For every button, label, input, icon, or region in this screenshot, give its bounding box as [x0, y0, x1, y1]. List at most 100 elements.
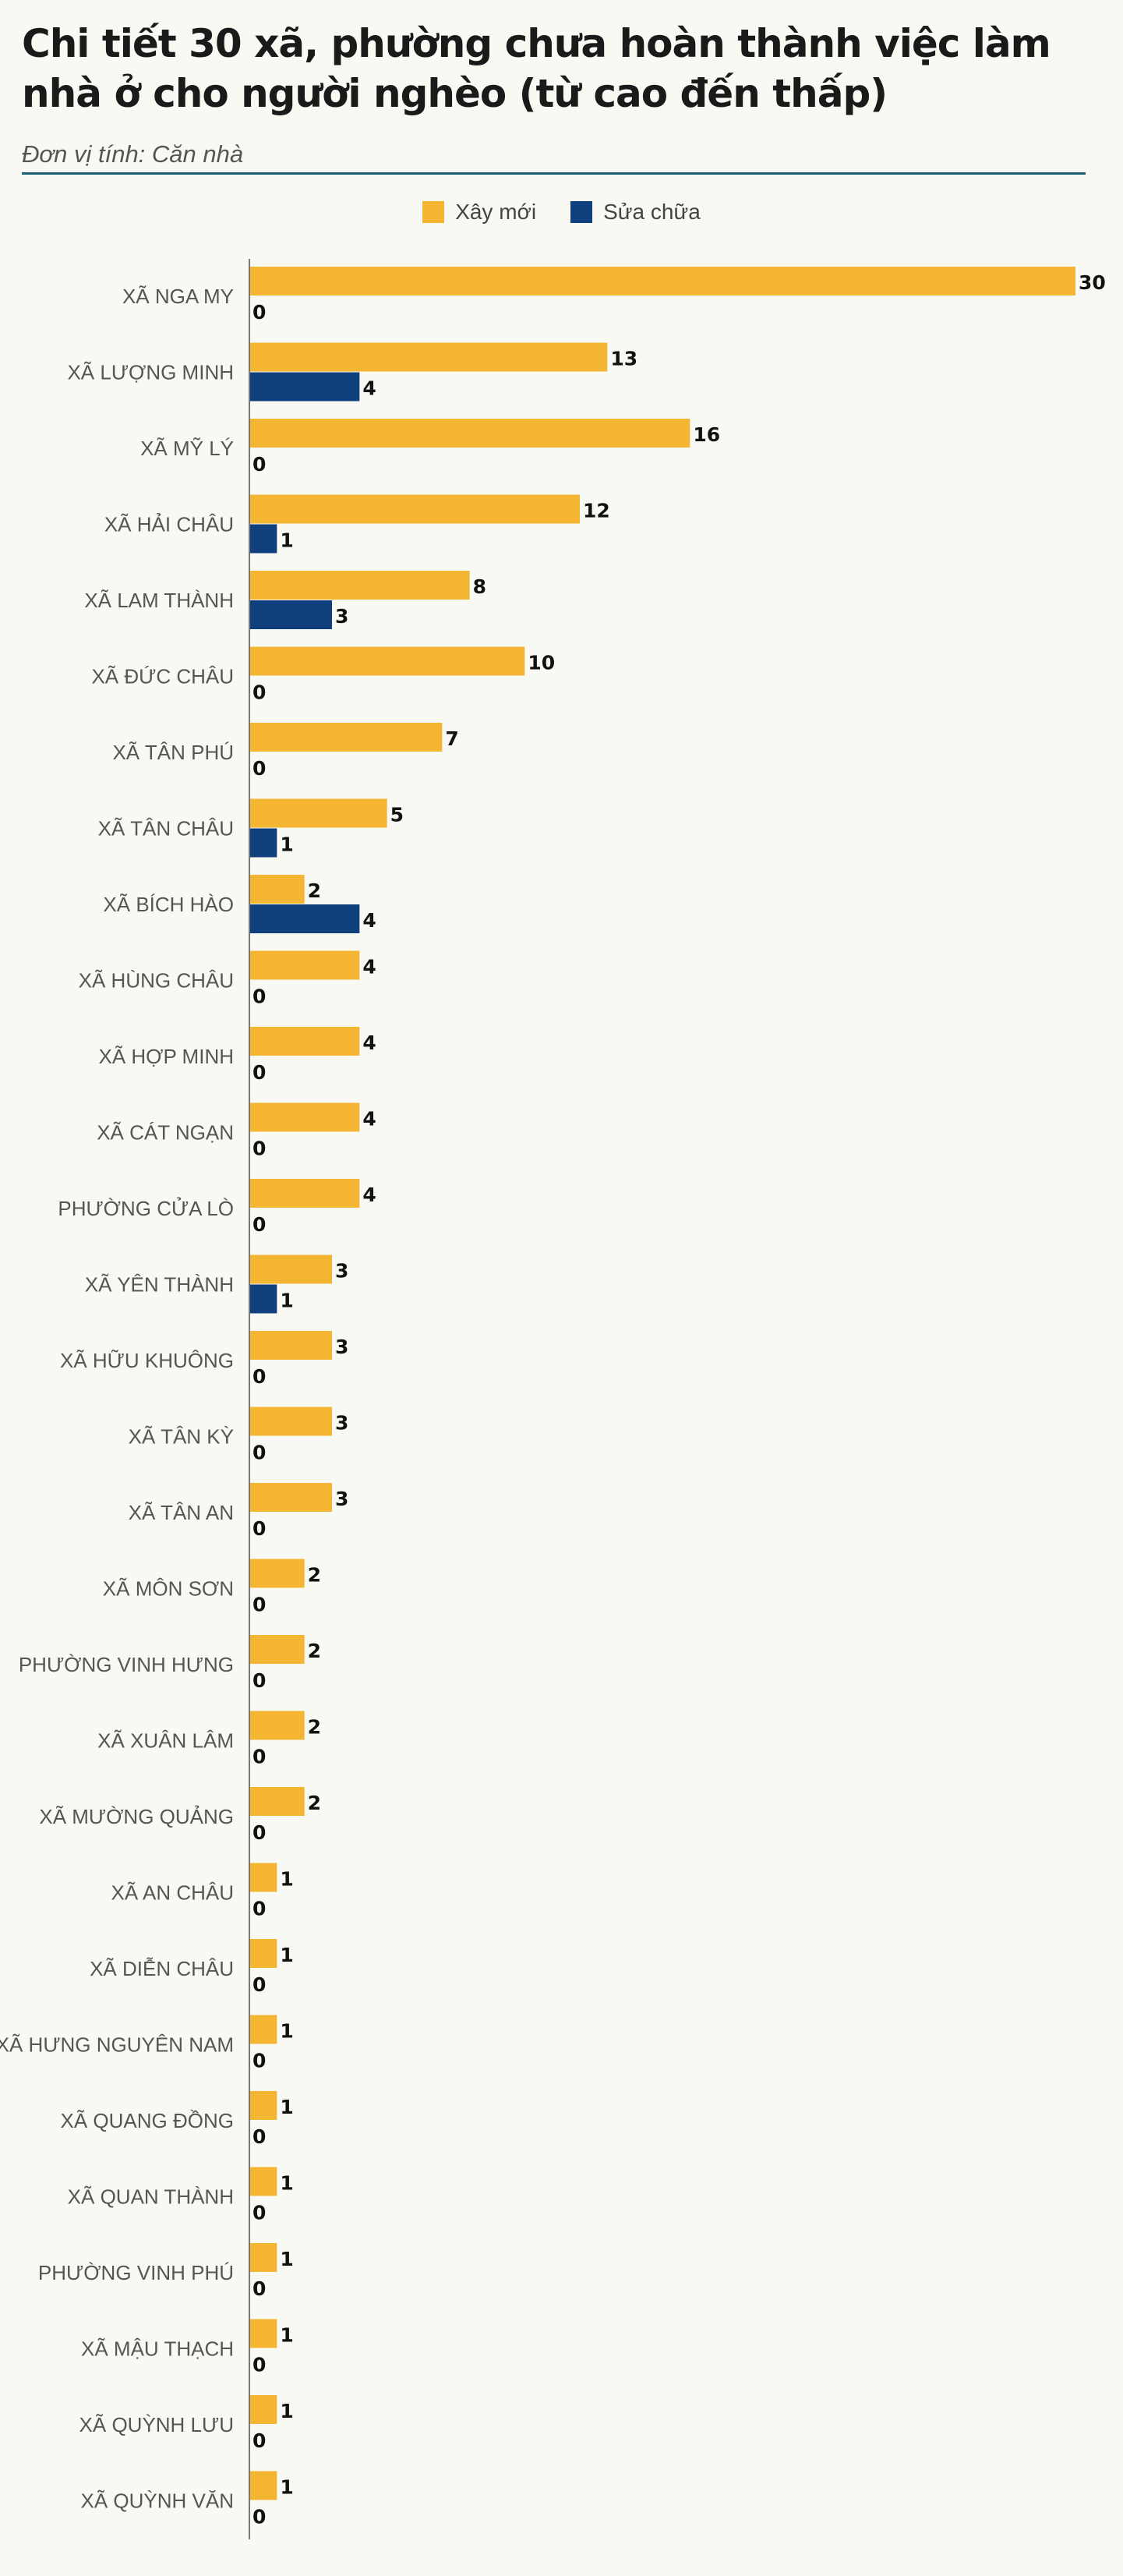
bar-xay-moi	[249, 2395, 277, 2424]
bar-sua-chua	[249, 600, 332, 629]
bar-sua-chua	[249, 904, 360, 933]
bar-xay-moi	[249, 1179, 360, 1208]
data-label-xay-moi: 1	[280, 2476, 293, 2499]
legend-item-repair[interactable]: Sửa chữa	[570, 200, 701, 225]
bar-xay-moi	[249, 1635, 305, 1664]
data-label-sua-chua: 1	[280, 1290, 293, 1312]
bar-xay-moi	[249, 2243, 277, 2272]
bar-sua-chua	[249, 524, 277, 554]
category-label: XÃ MỸ LÝ	[140, 437, 234, 460]
data-label-xay-moi: 13	[610, 348, 637, 370]
legend-item-new[interactable]: Xây mới	[422, 200, 536, 225]
data-label-xay-moi: 3	[335, 1336, 348, 1358]
category-label: XÃ YÊN THÀNH	[85, 1273, 234, 1297]
bar-xay-moi	[249, 1027, 360, 1056]
data-label-sua-chua: 0	[252, 2277, 266, 2300]
category-label: XÃ MÔN SƠN	[103, 1577, 234, 1601]
data-label-xay-moi: 5	[390, 804, 404, 826]
category-label: XÃ HÙNG CHÂU	[79, 969, 234, 993]
legend-swatch-new	[422, 201, 445, 223]
category-label: PHƯỜNG CỬA LÒ	[58, 1196, 234, 1220]
data-label-sua-chua: 0	[252, 1138, 266, 1160]
data-label-xay-moi: 3	[335, 1412, 348, 1435]
data-label-xay-moi: 7	[445, 727, 458, 750]
data-label-sua-chua: 4	[362, 909, 376, 932]
category-label: XÃ HỮU KHUÔNG	[60, 1349, 234, 1372]
bar-xay-moi	[249, 342, 608, 372]
category-label: XÃ XUÂN LÂM	[97, 1729, 234, 1753]
category-label: XÃ CÁT NGẠN	[97, 1121, 234, 1145]
bar-xay-moi	[249, 2319, 277, 2348]
data-label-sua-chua: 0	[252, 2050, 266, 2072]
category-label: XÃ QUAN THÀNH	[68, 2185, 234, 2209]
data-label-xay-moi: 30	[1079, 271, 1106, 294]
category-label: XÃ ĐỨC CHÂU	[91, 665, 234, 688]
data-label-sua-chua: 0	[252, 1594, 266, 1616]
category-label: XÃ LƯỢNG MINH	[67, 361, 234, 384]
data-label-sua-chua: 0	[252, 1365, 266, 1388]
bar-xay-moi	[249, 1407, 332, 1436]
data-label-sua-chua: 0	[252, 1821, 266, 1844]
data-label-xay-moi: 1	[280, 1868, 293, 1891]
data-label-xay-moi: 2	[308, 1792, 321, 1814]
data-label-xay-moi: 4	[362, 956, 376, 978]
data-label-sua-chua: 0	[252, 2125, 266, 2148]
data-label-sua-chua: 0	[252, 1442, 266, 1464]
data-label-xay-moi: 2	[308, 879, 321, 902]
category-label: XÃ BÍCH HÀO	[103, 893, 234, 916]
data-label-xay-moi: 16	[693, 423, 720, 446]
category-label: XÃ QUỲNH VĂN	[81, 2489, 235, 2513]
data-label-xay-moi: 2	[308, 1564, 321, 1587]
category-label: XÃ HẢI CHÂU	[104, 513, 234, 536]
bar-sua-chua	[249, 1284, 277, 1314]
data-label-sua-chua: 0	[252, 985, 266, 1008]
data-label-xay-moi: 2	[308, 1716, 321, 1739]
data-label-sua-chua: 0	[252, 1213, 266, 1236]
legend-label-new: Xây mới	[455, 200, 537, 224]
bar-xay-moi	[249, 1559, 305, 1588]
bar-xay-moi	[249, 950, 360, 980]
data-label-sua-chua: 3	[335, 605, 348, 628]
bar-xay-moi	[249, 2167, 277, 2196]
data-label-sua-chua: 0	[252, 453, 266, 476]
category-label: XÃ QUỲNH LƯU	[79, 2413, 234, 2436]
bar-xay-moi	[249, 1483, 332, 1512]
category-label: XÃ HỢP MINH	[98, 1045, 234, 1068]
bar-xay-moi	[249, 1863, 277, 1892]
bar-xay-moi	[249, 1331, 332, 1360]
data-label-sua-chua: 0	[252, 2429, 266, 2452]
category-label: XÃ MẬU THẠCH	[81, 2337, 234, 2361]
category-label: XÃ TÂN KỲ	[129, 1425, 234, 1449]
bar-xay-moi	[249, 1787, 305, 1816]
data-label-sua-chua: 0	[252, 301, 266, 324]
data-label-xay-moi: 2	[308, 1640, 321, 1662]
category-label: XÃ MƯỜNG QUẢNG	[39, 1805, 234, 1828]
data-label-sua-chua: 0	[252, 1898, 266, 1920]
category-label: XÃ NGA MY	[122, 285, 234, 308]
category-label: XÃ TÂN CHÂU	[98, 817, 234, 840]
data-label-xay-moi: 1	[280, 2096, 293, 2118]
data-label-xay-moi: 8	[473, 575, 486, 598]
data-label-sua-chua: 0	[252, 1746, 266, 1768]
data-label-xay-moi: 12	[583, 500, 610, 522]
bar-xay-moi	[249, 646, 525, 676]
chart-title: Chi tiết 30 xã, phường chưa hoàn thành v…	[22, 21, 1051, 116]
category-label: XÃ LAM THÀNH	[84, 589, 234, 612]
data-label-sua-chua: 0	[252, 2354, 266, 2376]
data-label-sua-chua: 0	[252, 681, 266, 704]
data-label-sua-chua: 1	[280, 833, 293, 856]
bar-xay-moi	[249, 494, 580, 524]
bar-xay-moi	[249, 1254, 332, 1284]
data-label-xay-moi: 4	[362, 1031, 376, 1054]
chart-header: Chi tiết 30 xã, phường chưa hoàn thành v…	[22, 19, 1097, 170]
category-label: XÃ TÂN AN	[129, 1501, 234, 1524]
data-label-xay-moi: 1	[280, 2020, 293, 2043]
data-label-xay-moi: 4	[362, 1108, 376, 1131]
data-label-sua-chua: 0	[252, 1669, 266, 1692]
data-label-xay-moi: 10	[528, 652, 555, 674]
title-divider	[22, 172, 1086, 175]
bar-sua-chua	[249, 828, 277, 858]
chart-legend: Xây mới Sửa chữa	[0, 200, 1123, 225]
category-label: XÃ AN CHÂU	[111, 1881, 235, 1905]
